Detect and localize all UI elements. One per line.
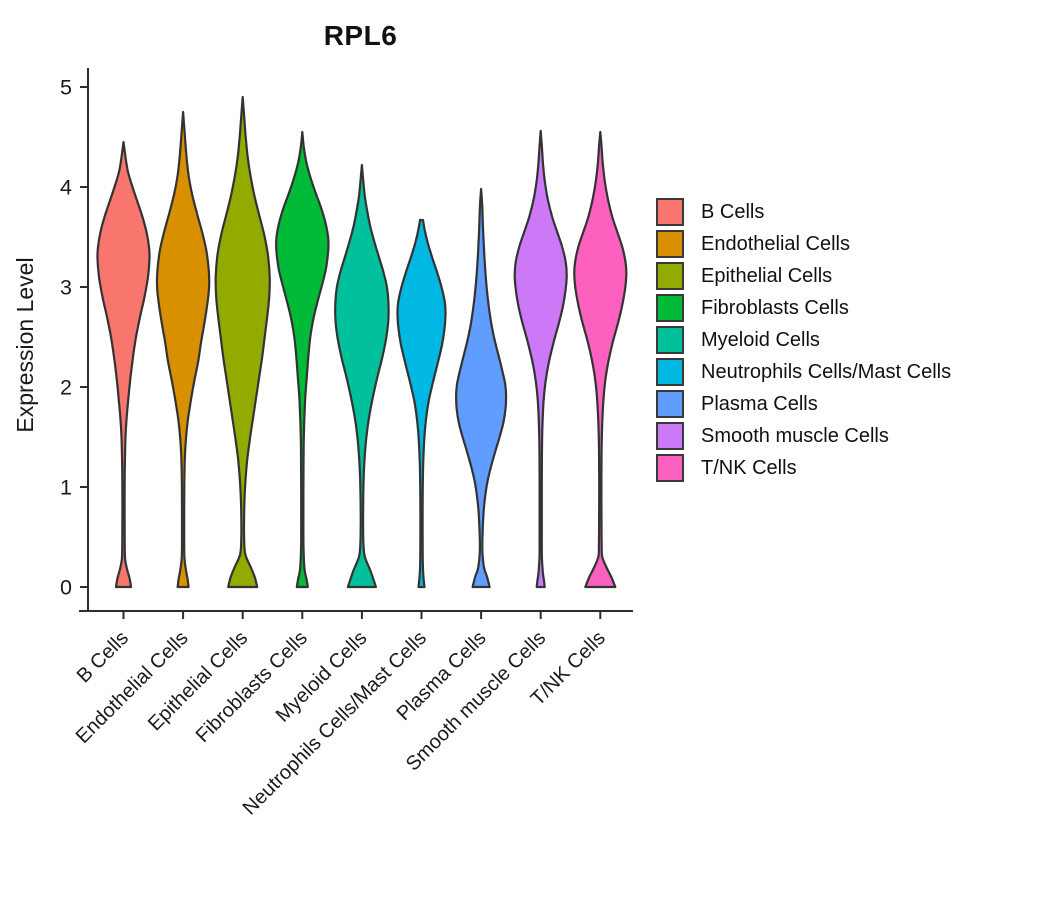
y-tick-label: 1	[60, 476, 72, 500]
violin-fibroblasts-cells	[274, 130, 330, 589]
legend-label: Myeloid Cells	[701, 329, 820, 351]
x-axis-label: B Cells	[73, 627, 133, 687]
legend-label: Neutrophils Cells/Mast Cells	[701, 361, 952, 383]
legend-swatch	[656, 454, 684, 482]
legend-label: B Cells	[701, 201, 765, 223]
legend-swatch	[656, 422, 684, 450]
legend-entry: Fibroblasts Cells	[656, 292, 951, 324]
plot-title: RPL6	[323, 20, 398, 51]
legend-entry: Neutrophils Cells/Mast Cells	[656, 356, 951, 388]
violin-plasma-cells	[455, 187, 508, 589]
violin-t-nk-cells	[573, 130, 628, 589]
legend-swatch	[656, 326, 684, 354]
violin-neutrophils-cells-mast-cells	[396, 218, 447, 589]
y-tick-label: 0	[60, 576, 72, 600]
legend-entry: Smooth muscle Cells	[656, 420, 951, 452]
legend-label: T/NK Cells	[701, 457, 797, 479]
legend-swatch	[656, 262, 684, 290]
violin-smooth-muscle-cells	[513, 129, 568, 589]
x-axis-label: Endothelial Cells	[72, 627, 193, 748]
legend-entry: Endothelial Cells	[656, 228, 951, 260]
legend-swatch	[656, 390, 684, 418]
violin-endothelial-cells	[155, 110, 211, 589]
legend-swatch	[656, 358, 684, 386]
y-tick-label: 5	[60, 76, 72, 100]
legend-entry: T/NK Cells	[656, 452, 951, 484]
legend-entry: Myeloid Cells	[656, 324, 951, 356]
legend-swatch	[656, 230, 684, 258]
y-tick-label: 4	[60, 176, 72, 200]
legend-label: Endothelial Cells	[701, 233, 850, 255]
legend: B Cells Endothelial Cells Epithelial Cells…	[656, 196, 951, 484]
legend-label: Epithelial Cells	[701, 265, 833, 287]
violin-epithelial-cells	[214, 95, 271, 589]
y-tick-label: 2	[60, 376, 72, 400]
x-axis-label: Fibroblasts Cells	[192, 627, 312, 747]
legend-entry: Epithelial Cells	[656, 260, 951, 292]
violin-myeloid-cells	[334, 163, 390, 589]
y-axis-title: Expression Level	[12, 257, 38, 432]
legend-entry: Plasma Cells	[656, 388, 951, 420]
legend-entry: B Cells	[656, 196, 951, 228]
legend-label: Smooth muscle Cells	[701, 425, 889, 447]
violin-b-cells	[96, 140, 151, 589]
legend-swatch	[656, 198, 684, 226]
legend-label: Fibroblasts Cells	[701, 297, 849, 319]
y-tick-label: 3	[60, 276, 72, 300]
legend-label: Plasma Cells	[701, 393, 818, 415]
legend-swatch	[656, 294, 684, 322]
